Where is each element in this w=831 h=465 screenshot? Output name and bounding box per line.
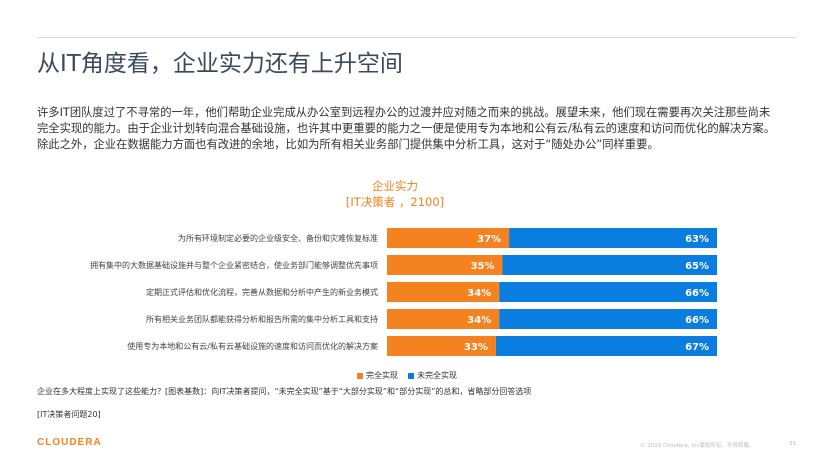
category-label: 定期正式评估和优化流程，完善从数据和分析中产生的新业务模式 — [146, 287, 378, 297]
bar-segment-partial — [499, 309, 717, 329]
data-label: 33% — [464, 342, 488, 353]
data-label: 66% — [685, 315, 709, 326]
legend-swatch-partial — [408, 372, 414, 379]
category-label: 使用专为本地和公有云/私有云基础设施的速度和访问而优化的解决方案 — [127, 341, 378, 351]
data-label: 66% — [685, 288, 709, 299]
bar-segment-full — [387, 228, 510, 248]
question-reference: [IT决策者问题20] — [37, 410, 101, 419]
chart-title-block: 企业实力 [IT决策者 ，2100] — [300, 178, 490, 210]
bar-segment-partial — [495, 336, 717, 356]
data-label: 63% — [685, 234, 709, 245]
chart-footnote: 企业在多大程度上实现了这些能力？[图表基数]：向IT决策者提问，“未完全实现”基… — [37, 387, 532, 396]
top-divider — [37, 37, 797, 38]
legend-label-partial: 未完全实现 — [417, 371, 457, 380]
page-number: 35 — [789, 441, 796, 447]
category-label: 为所有环境制定必要的企业级安全、备份和灾难恢复标准 — [178, 233, 378, 243]
chart-legend: 完全实现 未完全实现 — [357, 370, 457, 381]
data-label: 35% — [471, 261, 495, 272]
data-label: 37% — [477, 234, 501, 245]
chart-title: 企业实力 — [372, 179, 418, 193]
legend-swatch-full — [357, 372, 363, 379]
legend-item-partial: 未完全实现 — [408, 370, 457, 381]
bar-segment-partial — [499, 282, 717, 302]
category-label: 所有相关业务团队都能获得分析和报告所需的集中分析工具和支持 — [146, 314, 378, 324]
bar-segment-full — [387, 336, 496, 356]
cloudera-logo: CLOUDERA — [37, 437, 102, 448]
legend-label-full: 完全实现 — [366, 371, 398, 380]
data-label: 34% — [467, 315, 491, 326]
bar-segment-partial — [502, 255, 717, 275]
data-label: 67% — [685, 342, 709, 353]
legend-item-full: 完全实现 — [357, 370, 398, 381]
chart-subtitle: [IT决策者 ，2100] — [345, 195, 445, 209]
bar-segment-full — [387, 309, 500, 329]
category-label: 拥有集中的大数据基础设施并与整个企业紧密结合，使业务部门能够调整优先事项 — [90, 260, 378, 270]
data-label: 34% — [467, 288, 491, 299]
bar-segment-partial — [509, 228, 717, 248]
bar-segment-full — [387, 282, 500, 302]
copyright-text: © 2019 Cloudera, Inc版权所有。不得转载。 — [640, 443, 755, 449]
intro-paragraph: 许多IT团队度过了不寻常的一年，他们帮助企业完成从办公室到远程办公的过渡并应对随… — [37, 106, 776, 151]
data-label: 65% — [685, 261, 709, 272]
bar-segment-full — [387, 255, 503, 275]
page-title: 从IT角度看，企业实力还有上升空间 — [37, 51, 403, 77]
